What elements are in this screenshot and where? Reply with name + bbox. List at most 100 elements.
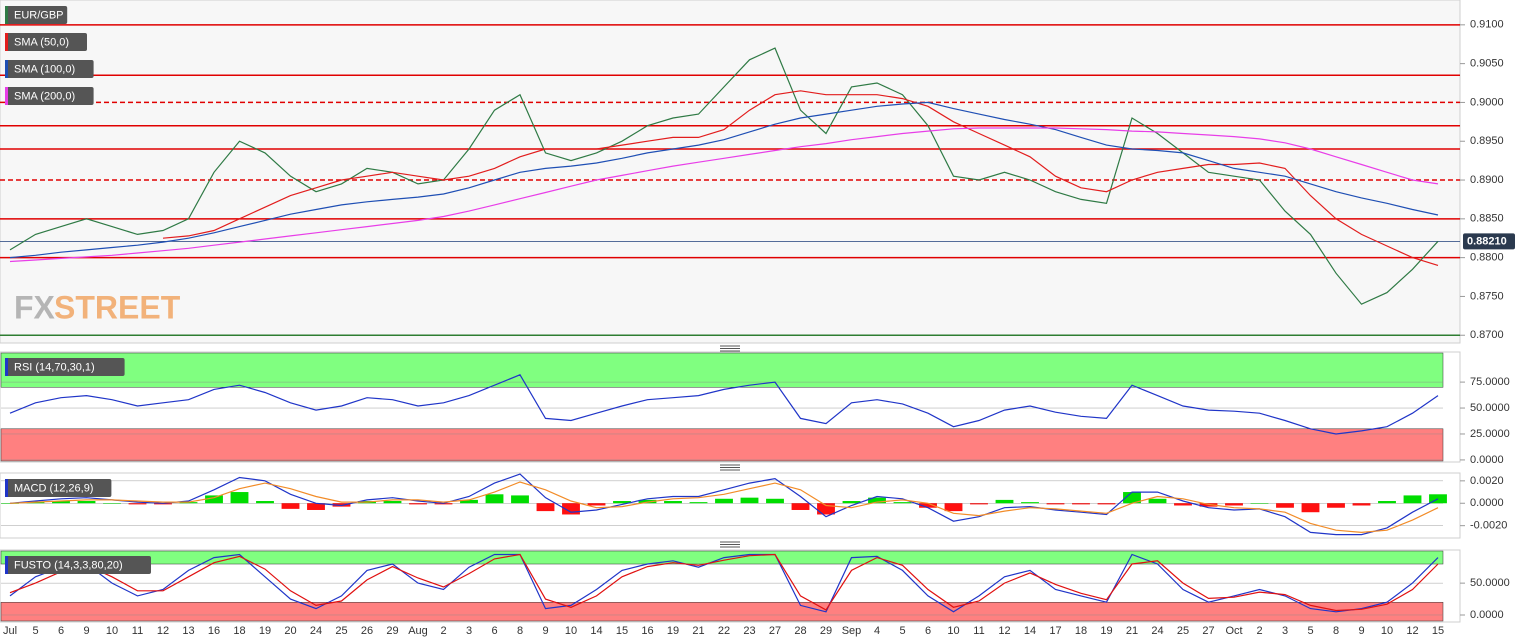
legend-box [5, 60, 94, 78]
histogram-bar [842, 501, 861, 504]
y-tick-label: 0.9100 [1470, 19, 1504, 31]
x-tick-label: 5 [1307, 625, 1313, 637]
main-panel [0, 0, 1461, 344]
histogram-bar [766, 498, 784, 504]
series-line [9, 553, 1439, 613]
overbought-zone [0, 352, 1444, 388]
histogram-bar [52, 501, 70, 504]
x-tick-label: 12 [1406, 625, 1418, 637]
legend-box [5, 6, 68, 24]
legend-swatch [5, 33, 8, 51]
legend-label: SMA (200,0) [14, 90, 75, 102]
histogram-bar [77, 501, 96, 504]
x-tick-label: 14 [1024, 625, 1036, 637]
x-tick-label: 18 [1075, 625, 1087, 637]
histogram-bar [1403, 495, 1422, 504]
overbought-zone [0, 550, 1444, 565]
marks: 0.9100 0.9050 0.9000 0.8950 0.8900 0.8850 0.88… [0, 6, 1515, 637]
watermark-street: STREET [54, 289, 181, 325]
x-tick-label: 5 [899, 625, 905, 637]
y-tick-label: 0.8700 [1470, 329, 1504, 341]
histogram-bar [1276, 503, 1294, 508]
x-tick-label: 11 [132, 625, 143, 637]
x-tick-label: Jul [3, 625, 17, 637]
y-tick-label: 0.9000 [1470, 96, 1504, 108]
x-tick-label: 9 [542, 625, 548, 637]
y-tick-label: 0.8750 [1470, 290, 1504, 302]
x-tick-label: 22 [718, 625, 730, 637]
histogram-bar [383, 501, 402, 504]
indicator-label: MACD (12,26,9) [14, 482, 93, 494]
legend-label: EUR/GBP [14, 9, 64, 21]
y-tick-label: 50.0000 [1470, 577, 1510, 589]
legend-box [5, 33, 87, 51]
histogram-bar [1072, 503, 1090, 505]
histogram-bar [1352, 503, 1371, 506]
x-tick-label: 6 [491, 625, 497, 637]
x-tick-label: 18 [233, 625, 245, 637]
histogram-bar [307, 503, 325, 510]
histogram-bar [1148, 498, 1167, 504]
x-tick-label: 8 [1333, 625, 1339, 637]
x-tick-label: 21 [692, 625, 704, 637]
indicator-label-box [5, 479, 112, 497]
histogram-bar [893, 502, 912, 504]
x-tick-label: 4 [874, 625, 880, 637]
x-tick-label: 8 [517, 625, 523, 637]
x-tick-label: 27 [769, 625, 781, 637]
series-line [9, 127, 1439, 263]
histogram-bar [715, 498, 733, 504]
histogram-bar [103, 503, 121, 504]
indicator-label: RSI (14,70,30,1) [14, 361, 95, 373]
histogram-bar [613, 501, 631, 504]
histogram-bar [1250, 503, 1269, 504]
x-tick-label: 10 [106, 625, 118, 637]
histogram-bar [664, 501, 682, 504]
x-tick-label: 16 [641, 625, 653, 637]
y-tick-label: 0.0000 [1470, 454, 1504, 466]
x-tick-label: 23 [743, 625, 755, 637]
x-tick-label: 19 [667, 625, 679, 637]
indicator-label-box [5, 556, 151, 574]
series-line [162, 90, 1439, 266]
x-tick-label: 19 [259, 625, 271, 637]
x-tick-label: 16 [208, 625, 220, 637]
x-tick-label: 11 [973, 625, 984, 637]
histogram-bar [281, 503, 300, 509]
series-line [9, 101, 1439, 259]
histogram-bar [740, 497, 759, 504]
histogram-bar [562, 503, 580, 515]
histogram-bar [1046, 503, 1065, 505]
series-line [9, 481, 1439, 534]
histogram-bar [536, 503, 555, 512]
x-tick-label: 26 [361, 625, 373, 637]
indicator-label: FUSTO (14,3,3,80,20) [14, 559, 123, 571]
x-tick-label: 25 [1177, 625, 1189, 637]
histogram-bar [970, 503, 988, 505]
histogram-bar [1301, 503, 1320, 513]
histogram-bar [485, 494, 504, 504]
y-tick-label: 0.8800 [1470, 252, 1504, 264]
histogram-bar [1123, 492, 1141, 504]
histogram-bar [1021, 502, 1039, 504]
x-tick-label: 3 [466, 625, 472, 637]
price-tag [1463, 233, 1515, 250]
x-tick-label: 27 [1202, 625, 1214, 637]
histogram-bar [689, 502, 708, 504]
x-tick-label: 14 [590, 625, 602, 637]
y-tick-label: 0.0000 [1470, 497, 1504, 509]
x-tick-label: Oct [1225, 625, 1242, 637]
oversold-zone [0, 601, 1444, 622]
y-tick-label: -0.0020 [1470, 520, 1507, 532]
panel-handles [720, 345, 740, 548]
x-tick-label: 29 [386, 625, 398, 637]
y-tick-label: 0.8950 [1470, 135, 1504, 147]
histogram-bar [1429, 494, 1447, 504]
x-tick-label: 29 [820, 625, 832, 637]
histogram-bar [1327, 503, 1345, 508]
legend-label: SMA (50,0) [14, 36, 69, 48]
y-tick-label: 0.0000 [1470, 609, 1504, 621]
watermark-fx: FX [14, 289, 56, 325]
histogram-bar [817, 503, 835, 515]
